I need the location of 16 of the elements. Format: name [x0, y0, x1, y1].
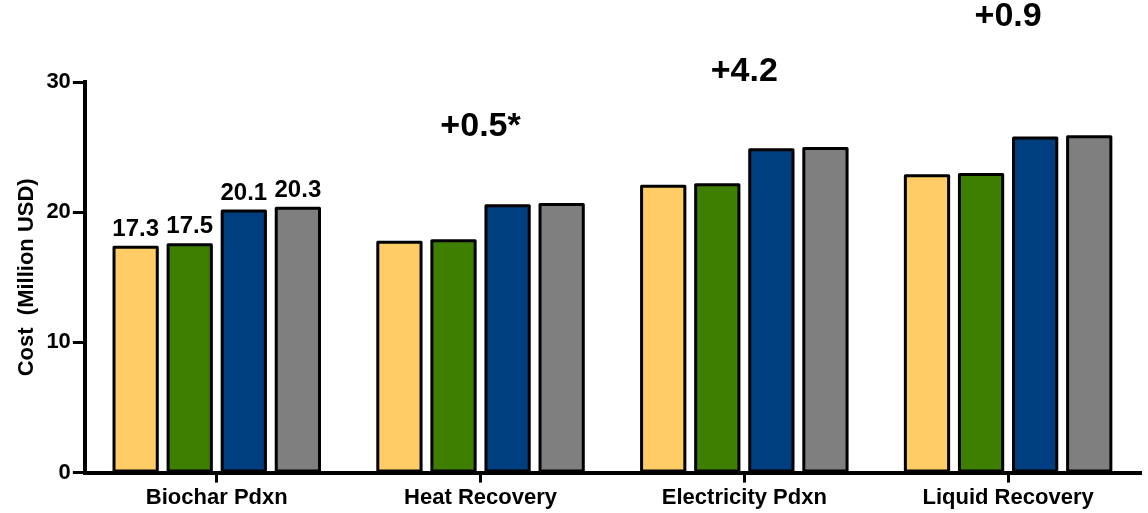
text: +0.9	[974, 0, 1042, 34]
x-tick-label: Electricity Pdxn	[661, 483, 827, 509]
annotation: +0.5*	[440, 105, 522, 144]
data-label: 20.1	[220, 177, 268, 205]
x-tick-label: Heat Recovery	[404, 483, 558, 509]
y-tick-label: 10	[46, 328, 71, 354]
y-tick-label: 30	[46, 68, 71, 94]
data-label: 17.3	[112, 213, 160, 241]
y-axis-title: Cost (Million USD)	[13, 178, 39, 377]
annotation: +4.2	[710, 50, 778, 89]
data-label: 17.5	[166, 211, 214, 239]
y-tick-label: 0	[58, 458, 71, 484]
x-tick-label: Liquid Recovery	[922, 483, 1095, 509]
y-tick-label: 20	[46, 198, 71, 224]
x-tick-label: Biochar Pdxn	[145, 483, 288, 509]
data-label: 20.3	[274, 174, 322, 202]
